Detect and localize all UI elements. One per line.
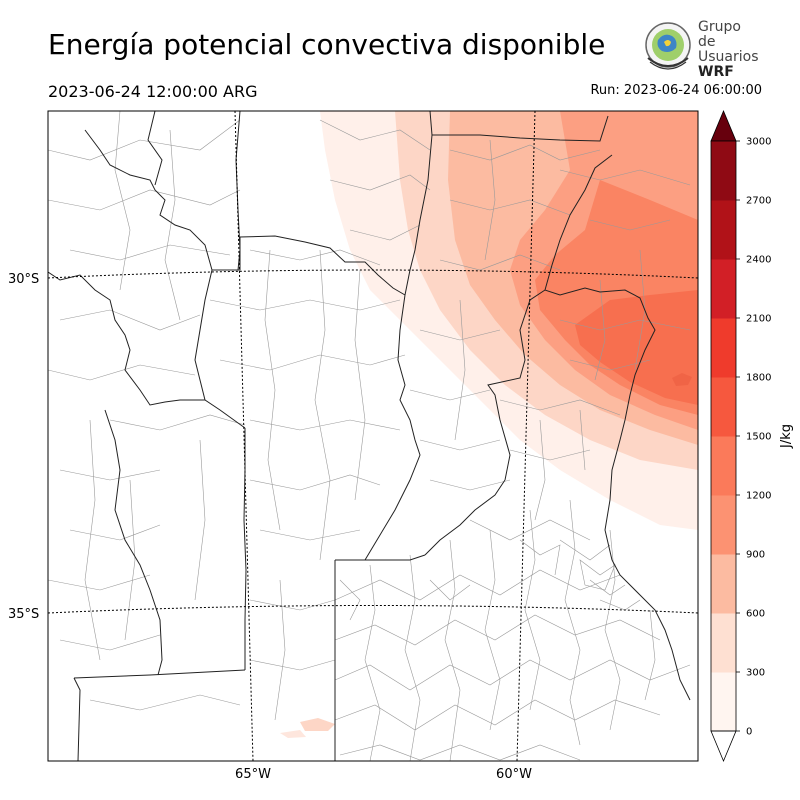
colorbar-segment: [711, 377, 736, 437]
logo-text-line1: Grupo de: [698, 19, 741, 50]
colorbar-segment: [711, 200, 736, 260]
cape-level-1800-2100: [672, 373, 692, 386]
colorbar-tick-label: 600: [746, 609, 765, 620]
cape-small-patch-2: [280, 730, 306, 738]
colorbar-segment: [711, 554, 736, 614]
run-time-label: Run: 2023-06-24 06:00:00: [590, 83, 762, 98]
meridian-60W: [516, 111, 536, 761]
colorbar-tick-label: 3000: [746, 137, 771, 148]
logo-text-line2: Usuarios: [698, 49, 759, 65]
cape-field: [280, 111, 698, 738]
colorbar-segment: [711, 672, 736, 732]
colorbar-tick-label: 0: [746, 727, 752, 738]
graticule: [48, 111, 698, 761]
colorbar-segment: [711, 318, 736, 378]
valid-time-label: 2023-06-24 12:00:00 ARG: [48, 82, 258, 101]
colorbar-tick-label: 2400: [746, 255, 771, 266]
lon-label-60W: 60°W: [496, 767, 532, 782]
lon-label-65W: 65°W: [235, 767, 271, 782]
parallel-30S: [48, 269, 698, 279]
globe-emblem-icon: [645, 22, 691, 70]
lat-label-35S: 35°S: [8, 607, 39, 622]
buenos-aires-partidos: [334, 499, 691, 761]
colorbar-segment: [711, 259, 736, 319]
parallel-35S: [48, 605, 698, 614]
colorbar-tick-label: 300: [746, 668, 765, 679]
colorbar-tick-label: 900: [746, 550, 765, 561]
colorbar-extend-min: [710, 730, 737, 763]
colorbar-segment: [711, 141, 736, 201]
colorbar-segment: [711, 613, 736, 673]
map-frame: [47, 110, 699, 762]
colorbar-tick-label: 2100: [746, 314, 771, 325]
colorbar-extend-max: [710, 109, 737, 142]
department-boundaries: [48, 111, 691, 721]
colorbar-tick-label: 2700: [746, 196, 771, 207]
colorbar: 0 300 600 900 1200 1500 1800 2100 2400 2700 3000: [710, 109, 771, 763]
colorbar-tick-label: 1800: [746, 373, 771, 384]
lat-label-30S: 30°S: [8, 272, 39, 287]
colorbar-segment: [711, 495, 736, 555]
wrf-users-group-logo: Grupo de Usuarios WRF: [640, 18, 760, 80]
meridian-65W: [234, 111, 254, 761]
map-title: Energía potencial convectiva disponible: [48, 28, 606, 61]
map-area: [48, 111, 698, 761]
logo-text-line3: WRF: [698, 64, 734, 80]
cape-small-patch-1: [300, 718, 335, 731]
colorbar-tick-label: 1200: [746, 491, 771, 502]
cape-level-1500-1800: [575, 290, 698, 405]
colorbar-segment: [711, 436, 736, 496]
colorbar-tick-label: 1500: [746, 432, 771, 443]
colorbar-unit-label: J/kg: [779, 424, 794, 449]
